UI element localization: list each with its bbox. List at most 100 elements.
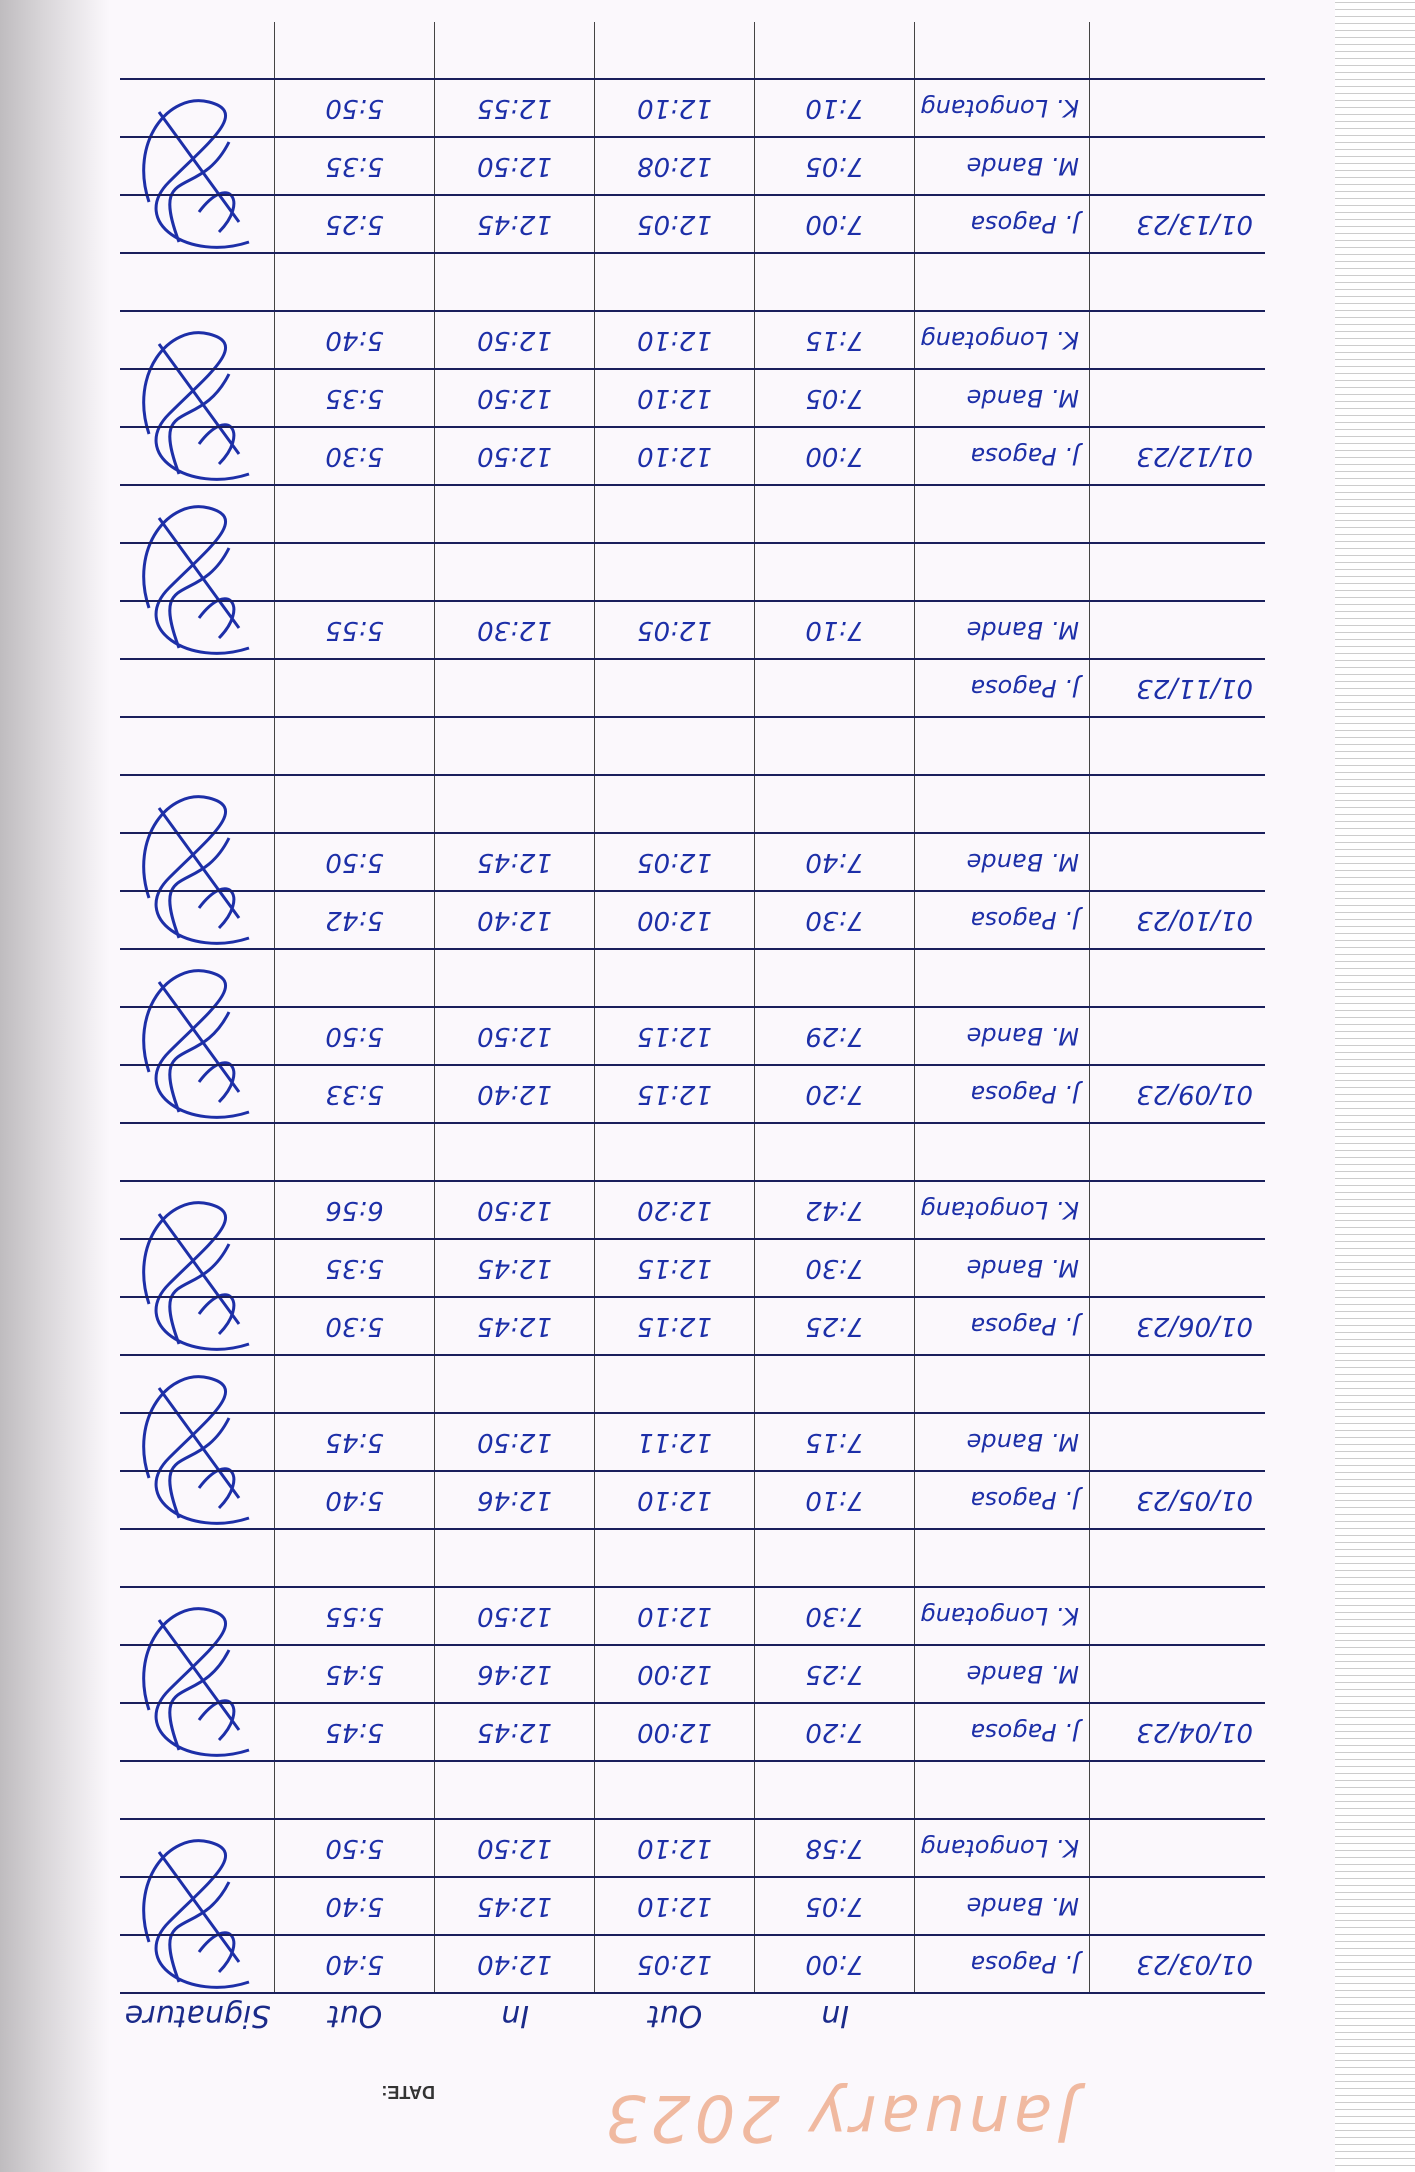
name-cell: J. Pagosa xyxy=(915,1472,1090,1528)
table-row: 01/13/23 J. Pagosa 7:00 12:05 12:45 5:25 xyxy=(120,99,1265,254)
time-out-pm: 5:35 xyxy=(275,370,435,426)
table-row: 01/03/23 J. Pagosa 7:00 12:05 12:40 5:40 xyxy=(120,1839,1265,1994)
time-in-am: 7:15 xyxy=(755,312,915,368)
header-out-am: Out xyxy=(647,1998,703,2033)
table-row: M. Bande 7:30 12:15 12:45 5:35 xyxy=(120,1240,1265,1298)
name-cell: K. Longotang xyxy=(915,312,1090,368)
name-cell: J. Pagosa xyxy=(915,660,1090,716)
table-row: 01/10/23 J. Pagosa 7:30 12:00 12:40 5:42 xyxy=(120,795,1265,950)
time-in-pm: 12:55 xyxy=(435,80,595,136)
name-cell: M. Bande xyxy=(915,602,1090,658)
time-in-pm xyxy=(435,660,595,716)
time-in-am: 7:00 xyxy=(755,1936,915,1992)
date-cell: 01/12/23 xyxy=(1136,441,1253,471)
table-row: 01/09/23 J. Pagosa 7:20 12:15 12:40 5:33 xyxy=(120,969,1265,1124)
table-row xyxy=(120,950,1265,1008)
name-cell: M. Bande xyxy=(915,138,1090,194)
signature-scribble xyxy=(142,1839,250,1989)
name-cell: J. Pagosa xyxy=(915,1704,1090,1760)
time-in-pm xyxy=(435,1356,595,1412)
table-row: M. Bande 7:05 12:08 12:50 5:35 xyxy=(120,138,1265,196)
signature-cell xyxy=(120,1414,275,1470)
date-cell xyxy=(1090,1878,1265,1934)
time-out-am: 12:05 xyxy=(595,196,755,252)
signature-cell xyxy=(120,1008,275,1064)
time-in-pm xyxy=(435,718,595,774)
signature-cell xyxy=(120,1240,275,1296)
name-cell: J. Pagosa xyxy=(915,892,1090,948)
time-in-pm: 12:50 xyxy=(435,312,595,368)
date-cell xyxy=(1090,544,1265,600)
signature-cell xyxy=(120,1375,275,1528)
name-cell: M. Bande xyxy=(915,1646,1090,1702)
name-cell xyxy=(915,544,1090,600)
date-cell xyxy=(1090,1646,1265,1702)
date-cell xyxy=(1090,370,1265,426)
time-out-pm xyxy=(275,950,435,1006)
signature-cell xyxy=(120,22,275,78)
time-out-am xyxy=(595,660,755,716)
time-in-pm xyxy=(435,776,595,832)
date-cell: 01/11/23 xyxy=(1136,673,1253,703)
time-out-am xyxy=(595,544,755,600)
time-out-pm xyxy=(275,776,435,832)
signature-cell xyxy=(120,544,275,600)
time-in-pm: 12:50 xyxy=(435,370,595,426)
name-cell xyxy=(915,22,1090,78)
date-label: DATE: xyxy=(381,2082,435,2102)
date-cell: 01/10/23 xyxy=(1136,905,1253,935)
time-out-am xyxy=(595,254,755,310)
time-in-pm xyxy=(435,22,595,78)
table-row: M. Bande 7:29 12:15 12:50 5:50 xyxy=(120,1008,1265,1066)
time-in-am: 7:20 xyxy=(755,1066,915,1122)
signature-scribble xyxy=(142,331,250,481)
table-row: K. Longotang 7:15 12:10 12:50 5:40 xyxy=(120,312,1265,370)
name-cell: M. Bande xyxy=(915,370,1090,426)
attendance-table: In Out In Out Signature 01/03/23 J. Pagos… xyxy=(120,22,1265,2054)
date-cell xyxy=(1090,602,1265,658)
header-name xyxy=(915,1994,1090,1998)
time-out-am: 12:00 xyxy=(595,1646,755,1702)
time-out-am: 12:10 xyxy=(595,1820,755,1876)
signature-scribble xyxy=(142,1607,250,1757)
time-in-pm xyxy=(435,1762,595,1818)
time-out-pm: 5:25 xyxy=(275,196,435,252)
table-row: 01/05/23 J. Pagosa 7:10 12:10 12:46 5:40 xyxy=(120,1375,1265,1530)
signature-cell xyxy=(120,1356,275,1412)
time-in-pm: 12:40 xyxy=(435,1066,595,1122)
date-cell: 01/04/23 xyxy=(1136,1717,1253,1747)
table-row: 01/06/23 J. Pagosa 7:25 12:15 12:45 5:30 xyxy=(120,1201,1265,1356)
table-row: M. Bande 7:05 12:10 12:45 5:40 xyxy=(120,1878,1265,1936)
time-out-pm: 5:40 xyxy=(275,1878,435,1934)
time-out-am: 12:20 xyxy=(595,1182,755,1238)
time-out-pm: 5:42 xyxy=(275,892,435,948)
time-out-pm xyxy=(275,1762,435,1818)
time-in-am xyxy=(755,950,915,1006)
time-out-am xyxy=(595,1356,755,1412)
date-cell xyxy=(1090,776,1265,832)
name-cell: K. Longotang xyxy=(915,1588,1090,1644)
table-row: M. Bande 7:40 12:05 12:45 5:50 xyxy=(120,834,1265,892)
date-cell xyxy=(1090,1182,1265,1238)
signature-cell xyxy=(120,80,275,136)
signature-scribble xyxy=(142,969,250,1119)
time-in-pm xyxy=(435,254,595,310)
time-out-am: 12:00 xyxy=(595,1704,755,1760)
time-in-pm xyxy=(435,1124,595,1180)
time-out-pm xyxy=(275,718,435,774)
time-out-am: 12:10 xyxy=(595,312,755,368)
time-out-am: 12:10 xyxy=(595,1588,755,1644)
time-in-am xyxy=(755,544,915,600)
time-in-am: 7:15 xyxy=(755,1414,915,1470)
time-out-am: 12:00 xyxy=(595,892,755,948)
signature-cell xyxy=(120,1820,275,1876)
name-cell xyxy=(915,254,1090,310)
time-in-am xyxy=(755,1356,915,1412)
table-row xyxy=(120,1124,1265,1182)
name-cell: J. Pagosa xyxy=(915,1066,1090,1122)
signature-cell xyxy=(120,1646,275,1702)
time-out-pm: 6:56 xyxy=(275,1182,435,1238)
time-in-am: 7:10 xyxy=(755,80,915,136)
time-in-am xyxy=(755,718,915,774)
time-in-am xyxy=(755,660,915,716)
